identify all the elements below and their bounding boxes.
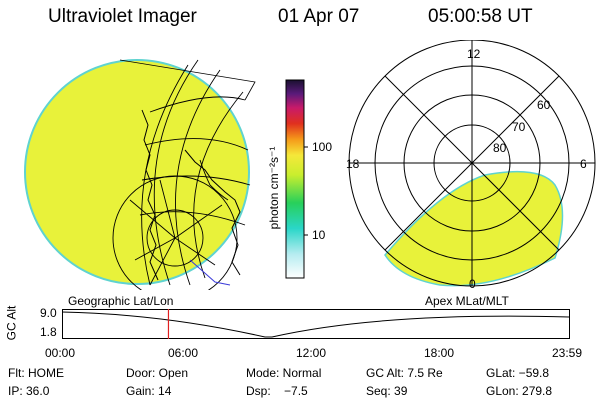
geo-latitude: GLat: −59.8 (486, 366, 550, 380)
mlt-label-18: 18 (346, 157, 360, 171)
mlt-label-12: 12 (467, 47, 481, 61)
colorbar-tick-100: 100 (312, 140, 333, 154)
door-status: Door: Open (126, 366, 189, 380)
apex-panel-label: Apex MLat/MLT (425, 294, 509, 308)
geo-longitude: GLon: 279.8 (486, 384, 553, 398)
time-label: 05:00:58 UT (428, 6, 533, 27)
time-tick-0600: 06:00 (168, 346, 199, 360)
sequence-number: Seq: 39 (366, 384, 408, 398)
time-tick-2359: 23:59 (552, 346, 583, 360)
time-tick-1200: 12:00 (296, 346, 327, 360)
ip-value: IP: 36.0 (8, 384, 50, 398)
time-tick-1800: 18:00 (424, 346, 455, 360)
flight-status: Flt: HOME (8, 366, 64, 380)
mlat-label-80: 80 (493, 141, 507, 155)
gain-value: Gain: 14 (126, 384, 172, 398)
color-scale-bar (285, 79, 308, 279)
timeline-ytick-bottom: 1.8 (40, 325, 57, 339)
dsp-value: Dsp: −7.5 (246, 384, 308, 398)
colorbar-unit-label: photon cm⁻²s⁻¹ (267, 146, 281, 230)
gc-altitude: GC Alt: 7.5 Re (366, 366, 443, 380)
mlt-label-6: 6 (580, 157, 587, 171)
mlt-label-0: 0 (469, 277, 476, 291)
mlat-label-70: 70 (512, 120, 526, 134)
instrument-title: Ultraviolet Imager (48, 6, 197, 27)
altitude-timeline[interactable] (62, 309, 572, 341)
timeline-ylabel: GC Alt (4, 305, 19, 341)
geographic-image (24, 59, 256, 290)
date-label: 01 Apr 07 (278, 6, 360, 27)
polar-mlt-plot (348, 40, 596, 287)
geographic-panel-label: Geographic Lat/Lon (68, 294, 174, 308)
mlat-label-60: 60 (537, 98, 551, 112)
timeline-ytick-top: 9.0 (40, 306, 57, 320)
colorbar-tick-10: 10 (312, 228, 326, 242)
mode-status: Mode: Normal (246, 366, 322, 380)
time-tick-0000: 00:00 (45, 346, 76, 360)
